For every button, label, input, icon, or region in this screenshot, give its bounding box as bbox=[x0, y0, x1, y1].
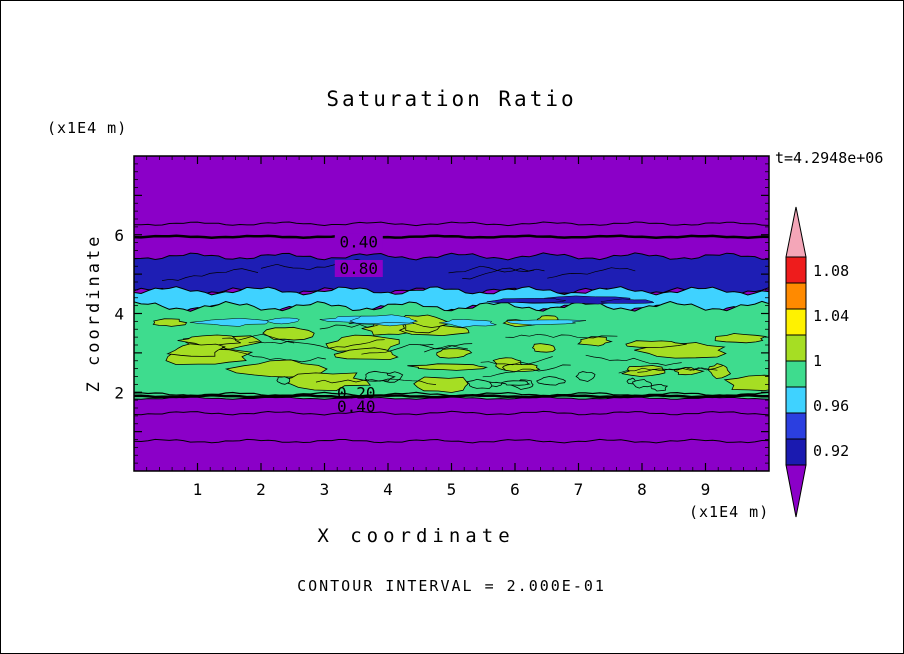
contour-value-label: 0.20 bbox=[337, 383, 376, 402]
x-tick-label: 4 bbox=[383, 480, 393, 499]
colorbar-arrow-up bbox=[785, 206, 807, 258]
y-tick-label: 4 bbox=[114, 305, 124, 324]
colorbar-segment bbox=[785, 256, 807, 284]
y-axis-unit-label: (x1E4 m) bbox=[47, 119, 128, 137]
x-tick-labels: 1 2 3 4 5 6 7 8 9 bbox=[193, 480, 711, 499]
color-bands bbox=[134, 156, 769, 471]
y-tick-label: 2 bbox=[114, 383, 124, 402]
colorbar-segment bbox=[785, 308, 807, 336]
colorbar-arrow-down bbox=[785, 464, 807, 518]
x-tick-label: 5 bbox=[447, 480, 457, 499]
colorbar-tick-label: 0.92 bbox=[813, 442, 849, 460]
contour-value-label: 0.80 bbox=[340, 259, 379, 278]
x-tick-label: 1 bbox=[193, 480, 203, 499]
colorbar-segment bbox=[785, 412, 807, 440]
colorbar-tick-label: 1.08 bbox=[813, 262, 849, 280]
colorbar-tick-label: 1.04 bbox=[813, 307, 849, 325]
colorbar-segment bbox=[785, 282, 807, 310]
contour-value-label: 0.40 bbox=[337, 397, 376, 416]
contour-value-label: 0.40 bbox=[340, 233, 379, 252]
plot-title: Saturation Ratio bbox=[326, 87, 577, 111]
colorbar-segment bbox=[785, 334, 807, 362]
y-tick-labels: 2 4 6 bbox=[114, 226, 124, 403]
x-tick-label: 2 bbox=[256, 480, 266, 499]
colorbar-tick-label: 1 bbox=[813, 352, 822, 370]
colorbar-tick-label: 0.96 bbox=[813, 397, 849, 415]
x-axis-title: X coordinate bbox=[317, 525, 515, 547]
colorbar: 1.08 1.04 1 0.96 0.92 bbox=[785, 206, 849, 518]
x-tick-label: 3 bbox=[320, 480, 330, 499]
x-tick-label: 8 bbox=[637, 480, 647, 499]
colorbar-segment bbox=[785, 360, 807, 388]
saturated-zone-texture bbox=[152, 259, 769, 393]
x-tick-label: 6 bbox=[510, 480, 520, 499]
x-axis-unit-label: (x1E4 m) bbox=[689, 503, 770, 521]
contour-lines bbox=[134, 221, 769, 444]
time-stamp-label: t=4.2948e+06 bbox=[775, 149, 884, 167]
axes-frame bbox=[133, 155, 770, 472]
colorbar-segment bbox=[785, 438, 807, 466]
x-tick-label: 9 bbox=[701, 480, 711, 499]
contour-interval-label: CONTOUR INTERVAL = 2.000E-01 bbox=[297, 577, 606, 595]
contour-value-labels: 0.400.800.200.40 bbox=[334, 233, 383, 416]
plot-area bbox=[134, 156, 769, 471]
y-tick-label: 6 bbox=[114, 226, 124, 245]
x-tick-label: 7 bbox=[574, 480, 584, 499]
colorbar-segment bbox=[785, 386, 807, 414]
